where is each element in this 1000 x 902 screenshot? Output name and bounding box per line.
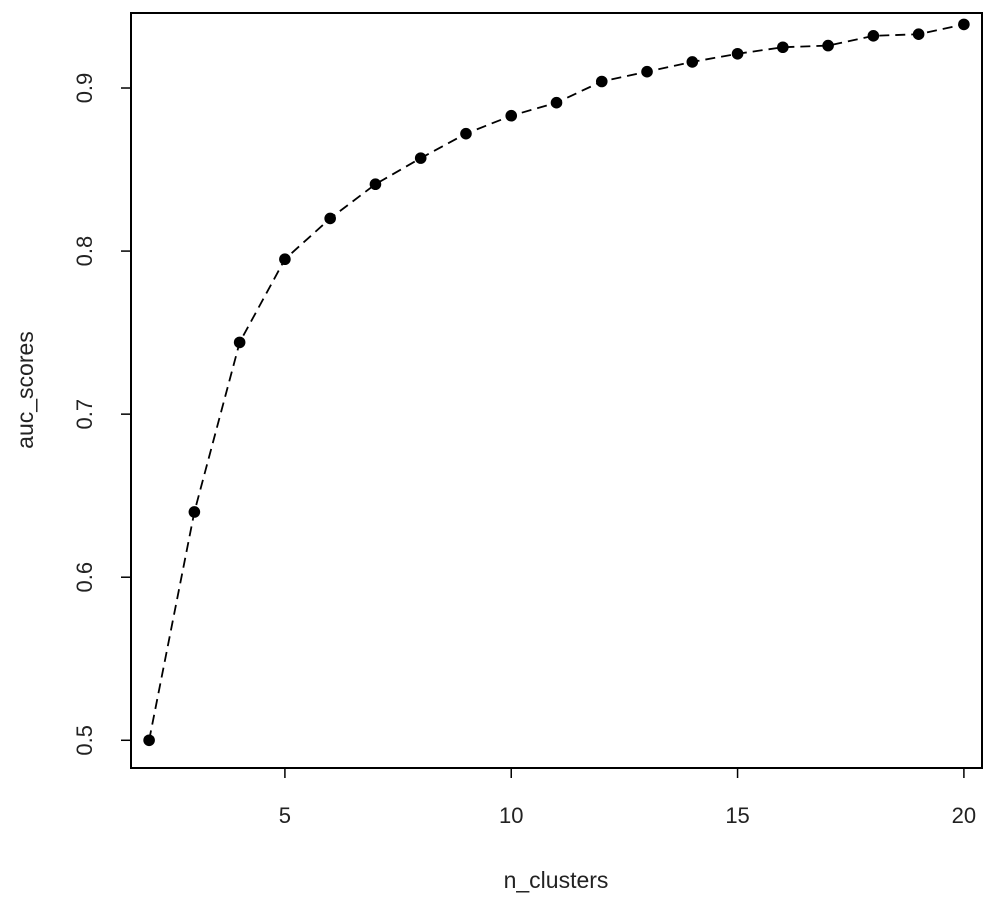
- data-point: [188, 506, 201, 518]
- y-tick-label: 0.9: [72, 73, 97, 104]
- data-point: [958, 18, 970, 31]
- y-axis: 0.5 0.6 0.7 0.8 0.9: [72, 73, 132, 756]
- data-point: [279, 253, 291, 266]
- plot-frame: [130, 12, 983, 769]
- data-point: [867, 30, 880, 42]
- x-axis-title: n_clusters: [504, 867, 609, 893]
- series-line: [148, 23, 965, 741]
- y-tick-label: 0.5: [72, 725, 97, 756]
- y-tick-label: 0.8: [72, 236, 97, 267]
- x-tick-label: 20: [952, 803, 976, 828]
- data-point: [233, 336, 246, 349]
- x-axis: 5 10 15 20: [279, 767, 976, 828]
- series-layer: [143, 18, 970, 747]
- y-axis-title: auc_scores: [12, 331, 38, 449]
- data-point: [460, 127, 472, 140]
- y-tick-label: 0.6: [72, 562, 97, 593]
- data-point: [731, 47, 744, 60]
- x-tick-label: 15: [725, 803, 749, 828]
- data-point: [414, 152, 427, 164]
- data-point: [595, 75, 608, 88]
- x-tick-label: 10: [499, 803, 523, 828]
- data-point: [143, 734, 155, 747]
- data-point: [641, 65, 653, 78]
- data-point: [324, 212, 336, 225]
- y-tick-label: 0.7: [72, 399, 97, 430]
- x-tick-label: 5: [279, 803, 291, 828]
- data-point: [777, 41, 789, 54]
- data-point: [686, 56, 699, 68]
- data-point: [505, 109, 518, 122]
- data-point: [369, 178, 382, 191]
- data-point: [550, 96, 563, 109]
- data-point: [822, 39, 834, 52]
- data-point: [912, 28, 925, 40]
